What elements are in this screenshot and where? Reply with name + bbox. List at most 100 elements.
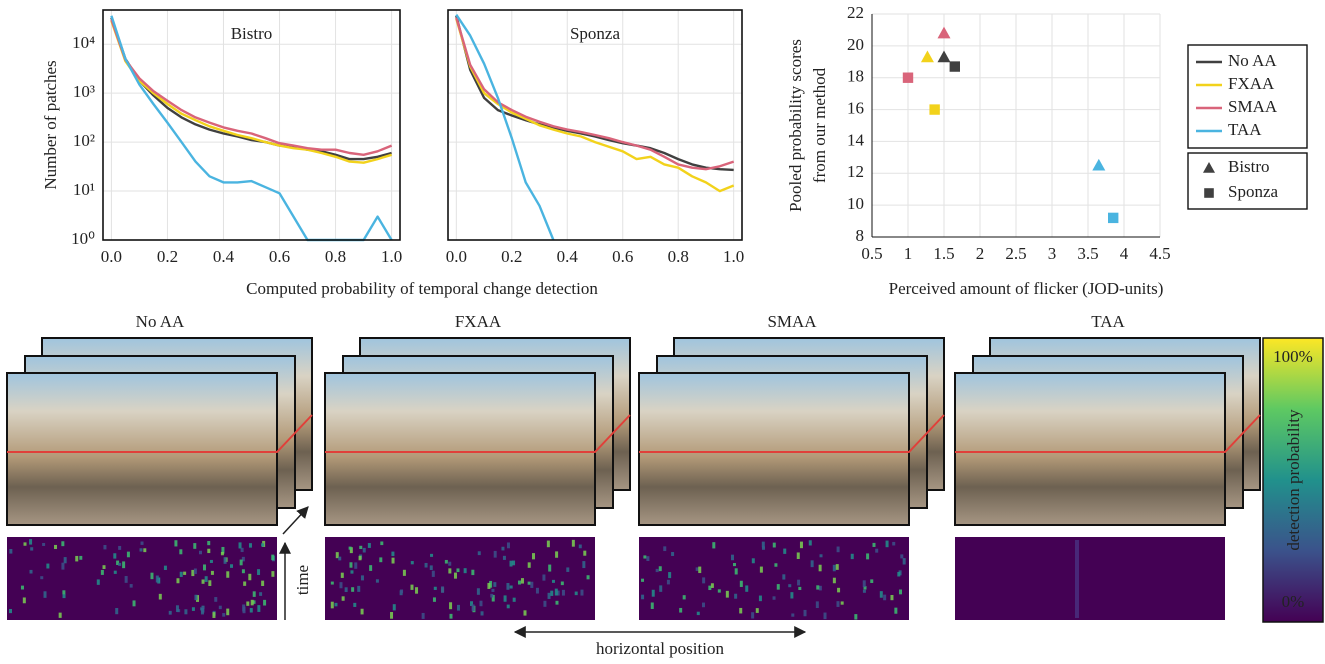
detection-spot bbox=[456, 568, 460, 573]
detection-spot bbox=[75, 555, 79, 562]
detection-spot bbox=[732, 563, 736, 567]
detection-spot bbox=[375, 579, 379, 583]
detection-spot bbox=[574, 591, 578, 596]
detection-spot bbox=[223, 557, 227, 564]
y-tick-label: 18 bbox=[847, 67, 864, 86]
panel-title: FXAA bbox=[455, 312, 502, 331]
detection-spot bbox=[512, 597, 516, 602]
detection-spot bbox=[341, 596, 345, 601]
detection-spot bbox=[207, 540, 211, 546]
detection-spot bbox=[818, 564, 822, 572]
detection-spot bbox=[840, 601, 844, 605]
detection-spot bbox=[641, 594, 645, 600]
detection-spot bbox=[62, 593, 66, 599]
detection-spot bbox=[238, 542, 242, 549]
detection-spot bbox=[221, 546, 225, 554]
detection-spot bbox=[122, 561, 126, 569]
detection-spot bbox=[898, 589, 902, 595]
detection-spot bbox=[22, 597, 26, 604]
x-axis-label: Computed probability of temporal change … bbox=[246, 279, 598, 298]
detection-spot bbox=[242, 604, 246, 612]
colorbar-label: 100% bbox=[1273, 347, 1313, 366]
detection-spot bbox=[61, 562, 65, 570]
detection-spot bbox=[174, 540, 178, 547]
y-tick-label: 12 bbox=[847, 162, 864, 181]
detection-spot bbox=[520, 578, 524, 584]
x-tick-label: 1.0 bbox=[723, 247, 744, 266]
detection-spot bbox=[502, 555, 506, 560]
detection-spot bbox=[334, 602, 338, 607]
detection-spot bbox=[230, 564, 234, 568]
detection-spot bbox=[701, 602, 705, 608]
y-tick-label: 8 bbox=[856, 226, 865, 245]
detection-spot bbox=[582, 561, 586, 569]
detection-spot bbox=[116, 560, 120, 566]
x-tick-label: 2.5 bbox=[1005, 244, 1026, 263]
marker bbox=[937, 50, 951, 63]
detection-spot bbox=[271, 571, 275, 577]
detection-spot bbox=[429, 565, 433, 570]
detection-spot bbox=[410, 561, 414, 565]
detection-spot bbox=[796, 552, 800, 559]
x-tick-label: 4.5 bbox=[1149, 244, 1170, 263]
detection-spot bbox=[46, 563, 50, 569]
detection-spot bbox=[432, 597, 436, 602]
detection-spot bbox=[463, 568, 467, 574]
detection-spot bbox=[168, 610, 172, 615]
detection-spot bbox=[532, 553, 536, 560]
detection-spot bbox=[261, 580, 265, 586]
detection-spot bbox=[9, 608, 13, 614]
detection-spot bbox=[506, 583, 510, 590]
detection-spot bbox=[194, 594, 198, 601]
detection-spot bbox=[725, 590, 729, 598]
detection-spot bbox=[54, 544, 58, 550]
x-tick-label: 0.6 bbox=[612, 247, 633, 266]
detection-spot bbox=[163, 565, 167, 570]
detection-spot bbox=[555, 600, 559, 605]
detection-spot bbox=[783, 548, 787, 554]
detection-spot bbox=[140, 541, 144, 545]
detection-spot bbox=[798, 586, 802, 591]
detection-spot bbox=[193, 543, 197, 549]
detection-spot bbox=[883, 594, 887, 601]
detection-spot bbox=[772, 596, 776, 600]
legend-label: TAA bbox=[1228, 120, 1262, 139]
detection-spot bbox=[380, 541, 384, 546]
detection-spot bbox=[391, 551, 395, 557]
detection-spot bbox=[448, 568, 452, 574]
x-tick-label: 1 bbox=[904, 244, 913, 263]
detection-spot bbox=[330, 581, 334, 585]
y-tick-label: 10 bbox=[847, 194, 864, 213]
detection-spot bbox=[214, 597, 218, 602]
y-tick-label: 20 bbox=[847, 35, 864, 54]
detection-spot bbox=[391, 557, 395, 564]
detection-spot bbox=[222, 613, 226, 617]
detection-spot bbox=[815, 601, 819, 609]
detection-spot bbox=[668, 572, 672, 579]
detection-spot bbox=[257, 569, 261, 575]
detection-spot bbox=[561, 589, 565, 596]
detection-spot bbox=[335, 552, 339, 559]
y-tick-label: 14 bbox=[847, 130, 865, 149]
detection-spot bbox=[360, 575, 364, 581]
detection-spot bbox=[259, 592, 263, 596]
panel-title: Bistro bbox=[231, 24, 273, 43]
image-frame bbox=[6, 372, 278, 526]
detection-spot bbox=[155, 575, 159, 583]
detection-spot bbox=[512, 560, 516, 566]
detection-spot bbox=[758, 595, 762, 602]
legend-label: Bistro bbox=[1228, 157, 1270, 176]
detection-spot bbox=[115, 608, 119, 615]
detection-spot bbox=[449, 602, 453, 610]
detection-spot bbox=[650, 602, 654, 609]
detection-spot bbox=[885, 540, 889, 548]
scanline bbox=[955, 414, 1261, 453]
detection-spot bbox=[803, 609, 807, 617]
detection-map bbox=[325, 537, 595, 620]
detection-spot bbox=[179, 549, 183, 555]
detection-spot bbox=[257, 605, 261, 612]
detection-spot bbox=[358, 555, 362, 561]
detection-spot bbox=[509, 585, 513, 589]
detection-spot bbox=[348, 546, 352, 550]
detection-spot bbox=[712, 542, 716, 549]
